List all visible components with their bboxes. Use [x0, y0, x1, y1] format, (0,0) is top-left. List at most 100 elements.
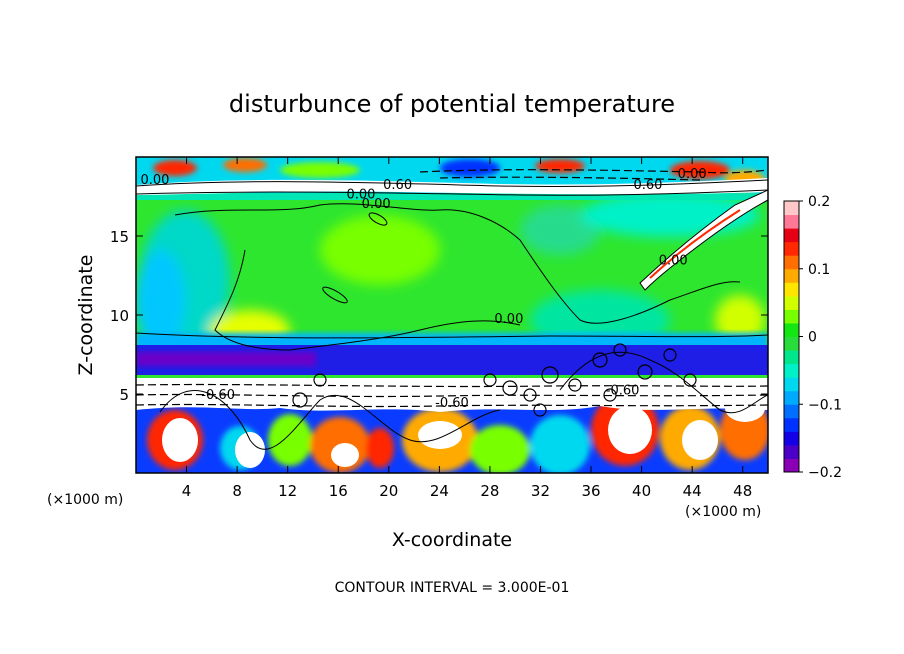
- contour-ring: [292, 392, 308, 408]
- plot-area: 0.000.000.600.000.600.000.000.00-0.60-0.…: [136, 157, 768, 473]
- contour-line: [368, 212, 388, 226]
- field-blob: [268, 414, 312, 466]
- contour-ring: [683, 373, 697, 387]
- contour-ring: [663, 348, 677, 362]
- contour-label: 0.00: [659, 254, 688, 269]
- contour-line-dashed: [136, 403, 768, 408]
- colorbar-cell: [784, 255, 799, 270]
- contour-ring: [483, 373, 497, 387]
- contour-line: [136, 189, 768, 196]
- colorbar-cell: [784, 309, 799, 324]
- contour-ring: [568, 378, 582, 392]
- contour-ring: [592, 352, 608, 368]
- contour-line: [174, 203, 741, 324]
- colorbar-cell: [784, 322, 799, 337]
- contour-label: 0.00: [347, 187, 376, 202]
- colorbar-cell: [784, 444, 799, 459]
- contour-ring: [541, 366, 559, 384]
- y-tick-label: 10: [110, 307, 129, 325]
- colorbar-cell: [784, 268, 799, 283]
- colorbar-cell: [784, 228, 799, 243]
- colorbar-cell: [784, 201, 799, 216]
- field-blob: [470, 425, 530, 473]
- x-tick-label: 16: [329, 482, 348, 500]
- contour-lines-dashed: [136, 169, 768, 408]
- x-axis-label: X-coordinate: [392, 529, 512, 551]
- white-patch: [418, 421, 462, 449]
- field-blob: [153, 160, 197, 176]
- colorbar-tick-label: 0: [808, 330, 817, 346]
- x-tick-label: 20: [379, 482, 398, 500]
- contour-ring: [603, 388, 617, 402]
- contour-label: -0.60: [435, 396, 469, 411]
- y-tick-label: 5: [119, 386, 129, 404]
- contour-label: -0.60: [201, 388, 235, 403]
- colorbar-cell: [784, 350, 799, 365]
- field-band-purple: [136, 352, 316, 366]
- white-patch: [331, 443, 359, 467]
- x-unit-left: (×1000 m): [47, 492, 123, 508]
- x-unit-right: (×1000 m): [685, 504, 761, 520]
- colorbar-tick-label: −0.2: [808, 465, 842, 481]
- field-blob: [440, 159, 500, 177]
- colorbar-cell: [784, 458, 799, 473]
- colorbar-cell: [784, 363, 799, 378]
- colorbar-cell: [784, 404, 799, 419]
- contour-label: 0.60: [383, 178, 412, 193]
- contour-line-dashed: [136, 383, 768, 388]
- x-axis: 4 8 12 16 20 24 28 32 36 40 44 48: [182, 157, 752, 500]
- white-patch: [608, 406, 652, 454]
- field-band-upper-cyan: [136, 192, 768, 200]
- colorbar-cell: [784, 377, 799, 392]
- upper-layer-blobs: [153, 158, 765, 190]
- field-blob: [520, 205, 600, 255]
- contour-ring: [613, 343, 627, 357]
- y-axis-label: Z-coordinate: [75, 255, 97, 376]
- y-tick-label: 15: [110, 228, 129, 246]
- contour-line: [159, 390, 501, 450]
- field-blob: [715, 295, 765, 345]
- colorbar-tick-label: 0.1: [808, 262, 830, 278]
- field-blob: [366, 428, 394, 468]
- field-blob: [670, 161, 730, 179]
- upper-white-band: [136, 178, 768, 195]
- contour-line: [322, 286, 348, 304]
- contour-clusters: [292, 343, 697, 417]
- contour-ring: [523, 388, 537, 402]
- x-tick-label: 8: [232, 482, 242, 500]
- x-tick-label: 48: [733, 482, 752, 500]
- x-tick-label: 44: [683, 482, 702, 500]
- y-axis: 5 10 15: [110, 228, 768, 404]
- field-blob: [223, 158, 267, 172]
- field-blob: [320, 215, 440, 285]
- x-tick-label: 32: [531, 482, 550, 500]
- contour-interval-note: CONTOUR INTERVAL = 3.000E-01: [335, 580, 570, 596]
- colorbar-cell: [784, 214, 799, 229]
- x-tick-label: 12: [278, 482, 297, 500]
- contour-label: 0.00: [140, 173, 169, 188]
- colorbar-cell: [784, 282, 799, 297]
- contour-line-dashed: [439, 176, 701, 181]
- colorbar-cell: [784, 431, 799, 446]
- colorbar-tick-label: −0.1: [808, 397, 842, 413]
- field-blob: [280, 162, 360, 178]
- chart-title: disturbunce of potential temperature: [229, 90, 675, 118]
- contour-line: [136, 332, 768, 339]
- contour-ring: [502, 380, 518, 396]
- contour-ring: [313, 373, 327, 387]
- contour-label: -0.60: [606, 383, 640, 398]
- contour-line: [214, 249, 521, 351]
- x-tick-label: 28: [480, 482, 499, 500]
- field-blob: [530, 415, 590, 473]
- colorbar-cell: [784, 417, 799, 432]
- white-patch: [162, 418, 198, 462]
- contour-line-dashed: [136, 393, 768, 398]
- contour-label: 0.00: [362, 197, 391, 212]
- x-tick-label: 40: [632, 482, 651, 500]
- contour-labels: 0.000.000.600.000.600.000.000.00-0.60-0.…: [140, 167, 706, 411]
- contour-label: 0.00: [678, 167, 707, 182]
- contour-ring: [637, 364, 653, 380]
- contour-lines: [136, 179, 768, 450]
- colorbar: 0.2 0.1 0 −0.1 −0.2: [783, 194, 842, 481]
